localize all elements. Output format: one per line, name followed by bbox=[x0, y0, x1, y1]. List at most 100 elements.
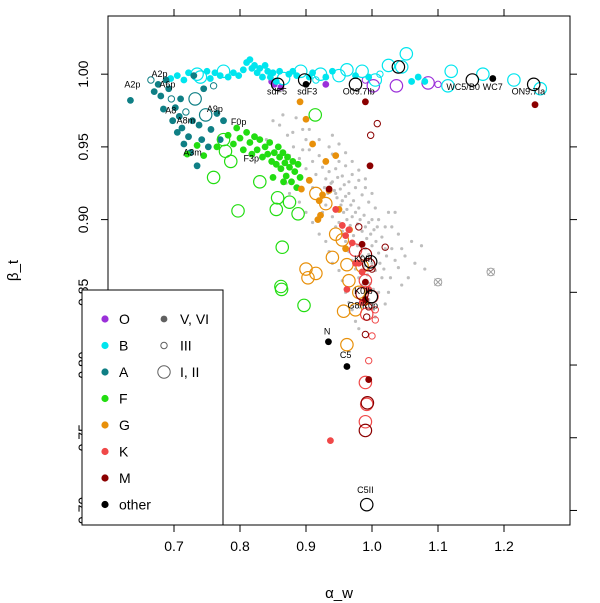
y-tick-label: 0.90 bbox=[75, 206, 91, 233]
cross-marker-stroke bbox=[434, 278, 442, 286]
point-g bbox=[305, 176, 313, 184]
point-a bbox=[154, 80, 162, 88]
legend-label-other: other bbox=[119, 497, 151, 513]
point-f bbox=[270, 190, 285, 205]
point-b bbox=[441, 79, 455, 93]
background-point bbox=[324, 239, 328, 244]
background-point bbox=[403, 254, 407, 258]
point-f bbox=[286, 163, 293, 171]
x-tick-label: 1.1 bbox=[428, 538, 448, 554]
x-tick-label: 1.2 bbox=[494, 538, 514, 554]
background-point bbox=[377, 251, 381, 255]
background-point bbox=[344, 164, 348, 168]
point-f bbox=[280, 178, 287, 186]
cross-marker-circle bbox=[486, 267, 496, 277]
background-point bbox=[383, 225, 387, 229]
point-f bbox=[294, 160, 302, 168]
point-f bbox=[269, 174, 277, 181]
cross-markers bbox=[433, 267, 496, 287]
point-f bbox=[284, 153, 291, 161]
point-a bbox=[189, 117, 196, 125]
background-point bbox=[337, 268, 341, 273]
background-point bbox=[307, 148, 311, 152]
background-point bbox=[271, 119, 275, 123]
point-b bbox=[239, 66, 247, 74]
plot-frame bbox=[107, 15, 571, 526]
background-point bbox=[350, 308, 354, 312]
annotation-label: ON9.7Ia bbox=[512, 87, 546, 97]
background-point bbox=[350, 215, 354, 219]
point-f bbox=[246, 139, 254, 146]
point-a bbox=[188, 92, 202, 106]
point-f bbox=[200, 152, 208, 160]
point-f bbox=[251, 133, 258, 141]
point-a bbox=[167, 95, 176, 103]
point-other bbox=[270, 77, 285, 92]
point-other bbox=[465, 73, 480, 87]
point-other bbox=[489, 75, 497, 82]
background-point bbox=[342, 210, 346, 214]
background-point bbox=[400, 247, 404, 251]
background-point bbox=[334, 167, 338, 171]
background-point bbox=[363, 186, 367, 190]
point-a bbox=[160, 105, 167, 113]
background-point bbox=[380, 276, 384, 280]
background-point bbox=[374, 239, 378, 244]
legend-label-k: K bbox=[119, 444, 129, 460]
background-point bbox=[297, 200, 301, 204]
background-point bbox=[367, 220, 371, 225]
background-point-cloud bbox=[264, 113, 427, 331]
point-a bbox=[180, 140, 188, 148]
background-point bbox=[311, 220, 315, 225]
data-points bbox=[127, 47, 548, 512]
point-f bbox=[236, 134, 244, 142]
background-point bbox=[357, 206, 361, 210]
point-f bbox=[253, 146, 261, 154]
point-k bbox=[332, 206, 340, 213]
legend-marker-b bbox=[101, 341, 109, 350]
point-a bbox=[207, 126, 215, 133]
background-point bbox=[342, 183, 346, 187]
legend-marker-m bbox=[101, 474, 109, 482]
background-point bbox=[348, 223, 352, 228]
point-other bbox=[348, 77, 363, 92]
x-tick-label: 0.7 bbox=[164, 538, 184, 554]
legend-size-label: I, II bbox=[180, 364, 199, 380]
point-f bbox=[193, 142, 201, 149]
annotation-label: A2p bbox=[124, 79, 140, 89]
background-point bbox=[373, 206, 377, 210]
point-m bbox=[365, 303, 373, 311]
background-point bbox=[357, 178, 361, 182]
legend-marker-g bbox=[101, 421, 109, 429]
background-point bbox=[304, 167, 308, 171]
background-point bbox=[285, 133, 290, 137]
y-tick-label: 1.00 bbox=[75, 60, 91, 87]
background-point bbox=[304, 210, 308, 214]
background-point bbox=[317, 138, 321, 142]
legend-marker-f bbox=[101, 394, 109, 403]
background-point bbox=[370, 191, 374, 196]
point-a bbox=[173, 128, 181, 136]
point-m bbox=[366, 131, 375, 139]
point-b bbox=[332, 68, 346, 83]
point-m bbox=[362, 278, 369, 286]
point-b bbox=[352, 72, 359, 80]
point-k bbox=[327, 437, 334, 445]
point-b bbox=[476, 67, 490, 81]
point-a bbox=[178, 124, 186, 132]
point-g bbox=[301, 270, 315, 285]
point-b bbox=[394, 60, 409, 74]
point-f bbox=[183, 150, 191, 158]
background-point bbox=[357, 327, 361, 331]
point-m bbox=[365, 376, 373, 383]
point-b bbox=[180, 76, 188, 84]
annotation-label: A3m bbox=[183, 148, 202, 158]
background-point bbox=[304, 138, 308, 142]
background-point bbox=[351, 233, 356, 238]
point-m bbox=[363, 313, 371, 321]
point-a bbox=[190, 72, 198, 80]
point-g bbox=[309, 266, 323, 281]
y-axis-label: β_t bbox=[5, 259, 22, 281]
point-f bbox=[296, 174, 304, 181]
